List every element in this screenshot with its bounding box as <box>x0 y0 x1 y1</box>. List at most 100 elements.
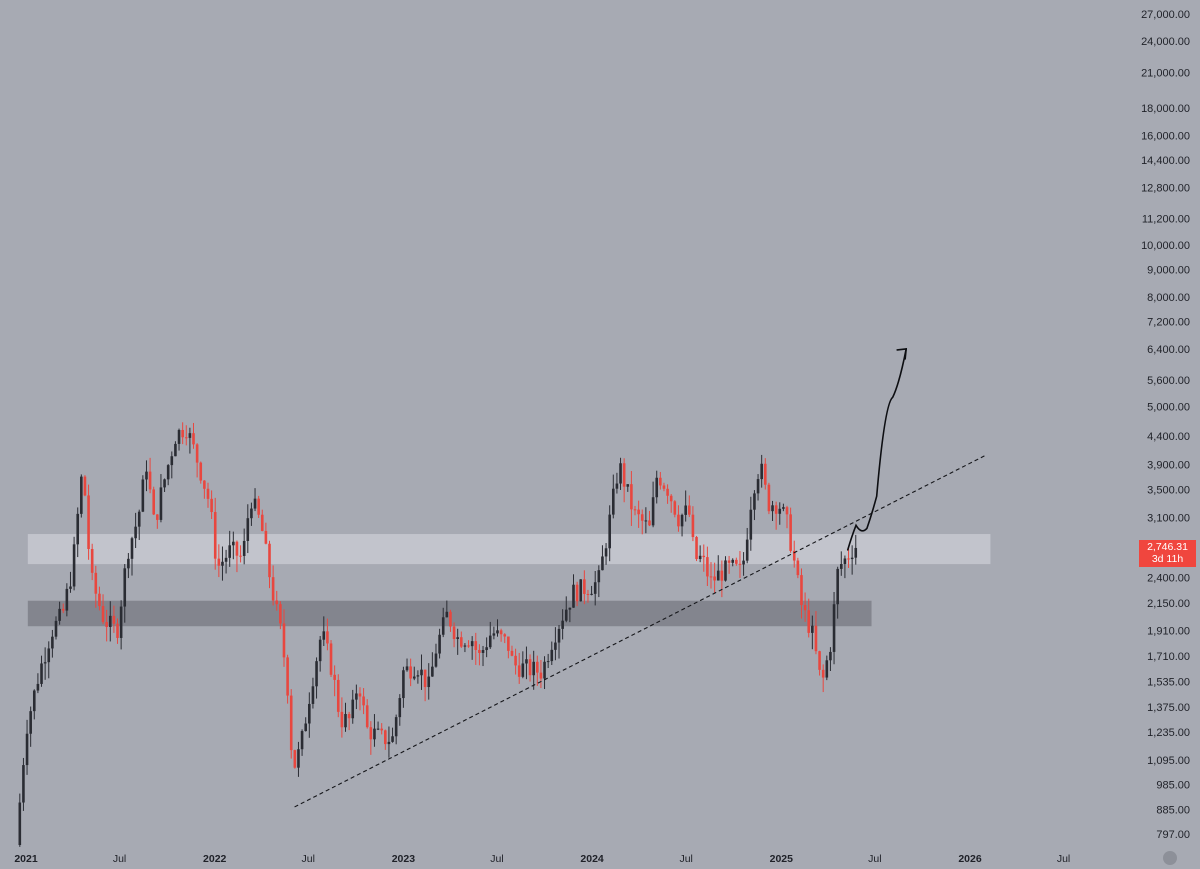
candle-body <box>47 648 51 663</box>
candle-body <box>246 518 250 541</box>
candle-body <box>170 456 174 466</box>
candle-body <box>362 696 365 706</box>
projection-arrowhead <box>896 348 908 360</box>
candle-body <box>210 498 213 513</box>
candle-body <box>575 584 579 602</box>
candle-body <box>510 650 514 656</box>
y-tick-label: 1,375.00 <box>1147 702 1190 714</box>
candle-body <box>724 560 727 581</box>
candle-body <box>72 544 76 587</box>
candle-body <box>445 611 449 618</box>
candle-body <box>423 669 427 688</box>
y-tick-label: 10,000.00 <box>1141 240 1190 252</box>
candle-body <box>593 582 597 594</box>
candle-body <box>224 557 228 562</box>
last-price-countdown: 3d 11h <box>1151 553 1184 565</box>
candle-body <box>507 636 510 651</box>
candle-body <box>18 802 22 845</box>
candle-body <box>250 508 253 519</box>
candle-body <box>329 643 333 675</box>
candle-body <box>177 429 181 444</box>
candle-body <box>438 634 441 654</box>
candle-body <box>839 564 843 569</box>
candle-body <box>163 479 166 488</box>
x-tick-label: 2022 <box>203 853 227 865</box>
x-tick-label: Jul <box>679 853 692 865</box>
candle-body <box>54 620 58 637</box>
candle-body <box>709 576 713 578</box>
candle-body <box>427 676 431 688</box>
candle-body <box>188 433 192 438</box>
candle-body <box>695 537 698 560</box>
candle-body <box>619 463 622 484</box>
candle-body <box>43 662 47 664</box>
candle-body <box>557 628 561 643</box>
candle-body <box>293 750 297 768</box>
candle-body <box>108 615 112 627</box>
candle-body <box>148 471 152 490</box>
candle-body <box>391 736 394 742</box>
candle-body <box>532 661 535 676</box>
candle-body <box>640 514 644 521</box>
candle-body <box>260 514 264 531</box>
candle-body <box>134 526 137 539</box>
candle-body <box>76 513 80 545</box>
x-tick-label: 2024 <box>580 853 604 865</box>
candle-body <box>87 495 90 549</box>
candle-body <box>340 711 344 728</box>
candle-body <box>611 488 615 515</box>
candle-body <box>434 653 438 667</box>
candle-body <box>702 555 706 558</box>
projection-arrow <box>846 348 907 551</box>
candle-body <box>727 560 731 563</box>
candle-body <box>431 666 434 677</box>
candle-body <box>630 484 633 510</box>
candle-body <box>579 579 583 602</box>
candle-body <box>326 631 329 644</box>
candle-body <box>517 665 521 677</box>
x-tick-label: 2026 <box>958 853 982 865</box>
candle-body <box>763 463 767 485</box>
candle-body <box>206 488 210 499</box>
candle-body <box>829 651 832 661</box>
candle-body <box>622 463 626 487</box>
candle-body <box>691 514 695 538</box>
x-tick-label: Jul <box>113 853 126 865</box>
candle-body <box>604 548 608 557</box>
candle-body <box>669 495 673 502</box>
candle-body <box>286 657 289 696</box>
candle-body <box>232 541 235 546</box>
candle-body <box>130 538 134 559</box>
candle-body <box>463 645 467 647</box>
candle-body <box>380 728 383 731</box>
candle-body <box>492 633 496 636</box>
candle-body <box>203 480 206 489</box>
y-tick-label: 3,100.00 <box>1147 513 1190 525</box>
candle-body <box>441 617 445 635</box>
candle-body <box>546 661 550 663</box>
candle-body <box>789 514 792 551</box>
candle-body <box>268 543 271 578</box>
candle-body <box>742 560 745 565</box>
candle-body <box>409 666 412 679</box>
candle-body <box>242 540 246 556</box>
candle-body <box>745 539 749 561</box>
candle-body <box>785 507 789 515</box>
x-tick-label: Jul <box>302 853 315 865</box>
candle-body <box>655 477 659 498</box>
candle-body <box>601 556 604 571</box>
y-tick-label: 24,000.00 <box>1141 36 1190 48</box>
candle-body <box>586 593 590 595</box>
candle-body <box>264 530 268 544</box>
candle-body <box>166 465 170 480</box>
last-price-value: 2,746.31 <box>1147 541 1188 553</box>
y-tick-label: 885.00 <box>1156 805 1190 817</box>
candle-body <box>525 659 528 664</box>
chart-settings-icon[interactable] <box>1163 851 1177 865</box>
y-tick-label: 5,000.00 <box>1147 401 1190 413</box>
candle-body <box>521 663 525 677</box>
candle-body <box>720 570 724 581</box>
candle-body <box>543 661 546 679</box>
